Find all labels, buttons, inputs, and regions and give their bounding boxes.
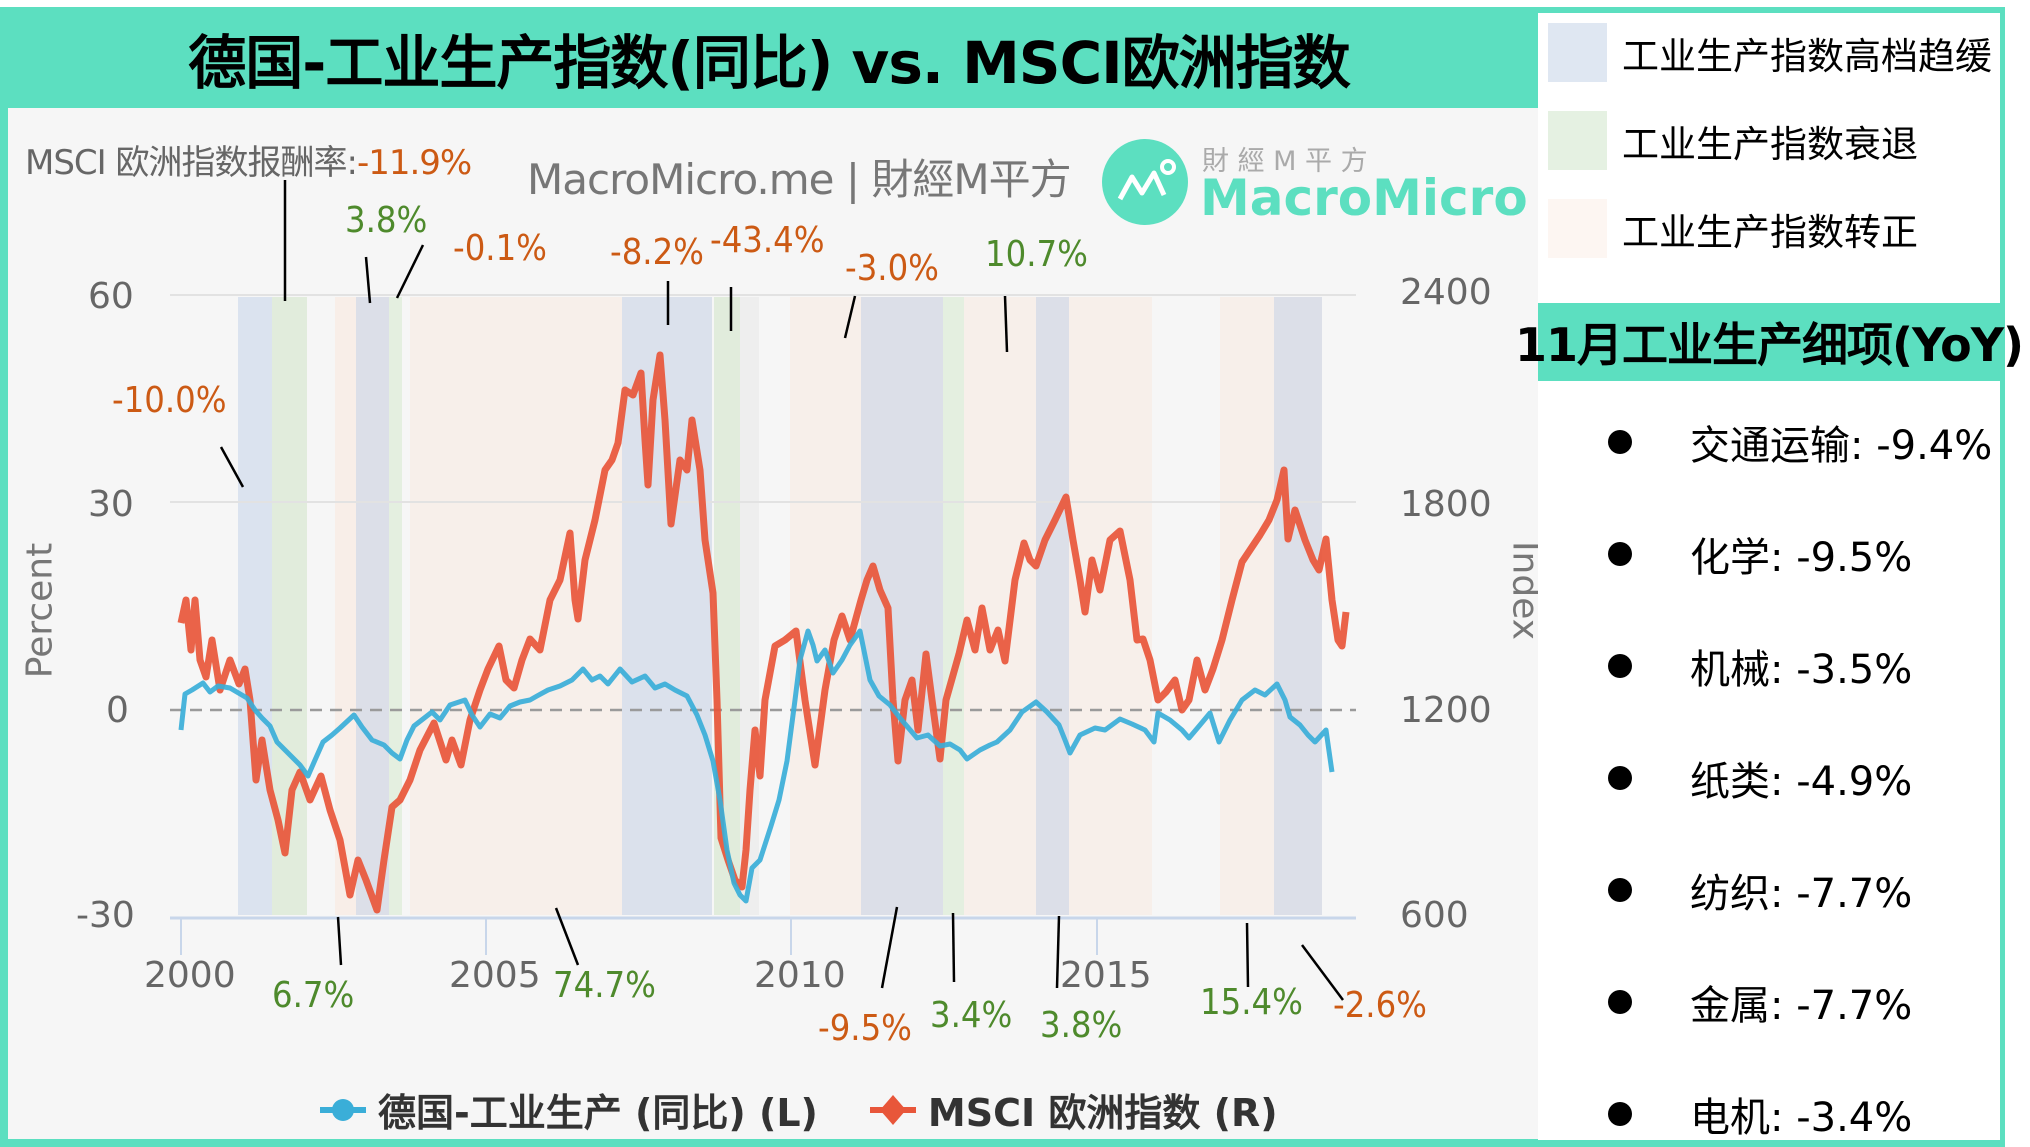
band-swatch <box>1548 199 1607 258</box>
bullet-icon <box>1608 766 1632 790</box>
legend-marker-diamond-icon <box>869 1094 916 1125</box>
x-axis-ticks <box>180 918 1098 955</box>
detail-item-label: 化学: -9.5% <box>1690 535 1913 581</box>
annotation-label: 74.7% <box>553 965 656 1006</box>
detail-list-item: 金属: -7.7% <box>1608 973 1912 1031</box>
annotation-label: -3.0% <box>845 248 939 289</box>
band-legend-item-recession: 工业生产指数衰退 <box>1548 111 1918 170</box>
detail-list-item: 纸类: -4.9% <box>1608 749 1912 807</box>
band-legend-item-turning-positive: 工业生产指数转正 <box>1548 199 1918 258</box>
detail-list-item: 电机: -3.4% <box>1608 1085 1912 1143</box>
bullet-icon <box>1608 878 1632 902</box>
detail-list-item: 化学: -9.5% <box>1608 525 1912 583</box>
legend-item-ip[interactable]: 德国-工业生产 (同比) (L) <box>318 1082 818 1137</box>
bullet-icon <box>1608 430 1632 454</box>
legend-marker-circle-icon <box>320 1098 366 1121</box>
logo-cn: 財 經 M 平 方 <box>1202 146 1368 177</box>
band-swatch <box>1548 111 1607 170</box>
detail-list-item: 纺织: -7.7% <box>1608 861 1912 919</box>
logo-en: MacroMicro <box>1200 169 1528 227</box>
x-tick: 2000 <box>144 955 236 996</box>
annotation-label: 3.8% <box>1040 1005 1123 1046</box>
band-swatch <box>1548 23 1607 82</box>
detail-item-label: 金属: -7.7% <box>1690 983 1913 1029</box>
detail-item-label: 机械: -3.5% <box>1690 647 1913 693</box>
annotation-label: -0.1% <box>453 228 547 269</box>
y-right-tick: 2400 <box>1400 272 1492 313</box>
band-legend-item-slowdown: 工业生产指数高档趋缓 <box>1548 23 1992 82</box>
logo-circle-icon <box>1102 139 1188 225</box>
y-left-tick: 0 <box>106 690 129 731</box>
annotation-label: 3.8% <box>345 200 428 241</box>
annotation-label: 10.7% <box>985 234 1088 275</box>
y-left-tick: -30 <box>76 895 135 936</box>
gridlines <box>170 294 1356 503</box>
detail-list-item: 交通运输: -9.4% <box>1608 413 1992 471</box>
detail-item-label: 纺织: -7.7% <box>1690 871 1913 917</box>
y-left-tick: 30 <box>88 484 134 525</box>
detail-item-label: 电机: -3.4% <box>1690 1095 1913 1141</box>
bullet-icon <box>1608 1102 1632 1126</box>
y-right-tick: 1800 <box>1400 484 1492 525</box>
series-ip-yoy <box>178 628 1335 904</box>
detail-item-label: 交通运输: -9.4% <box>1690 423 1993 469</box>
chart-trend-icon <box>1117 159 1176 201</box>
detail-header-text: 11月工业生产细项(YoY) <box>1514 318 2024 372</box>
bullet-icon <box>1608 654 1632 678</box>
title-bar: 德国-工业生产指数(同比) vs. MSCI欧洲指数 <box>0 7 1538 108</box>
bullet-icon <box>1608 990 1632 1014</box>
annotation-label: -8.2% <box>610 232 704 273</box>
right-panel: 工业生产指数高档趋缓 工业生产指数衰退 工业生产指数转正 11月工业生产细项(Y… <box>1515 13 2024 1143</box>
x-tick: 2010 <box>754 955 846 996</box>
annotation-label: -10.0% <box>112 380 227 421</box>
x-tick: 2005 <box>449 955 541 996</box>
annotation-label: 6.7% <box>272 975 355 1016</box>
annotation-label: -9.5% <box>818 1008 912 1049</box>
legend-label-ip: 德国-工业生产 (同比) (L) <box>378 1091 818 1135</box>
y-left-tick: 60 <box>88 276 134 317</box>
return-label-value: -11.9% <box>356 143 472 183</box>
annotation-label: -2.6% <box>1333 985 1427 1026</box>
shaded-bands <box>238 297 1322 915</box>
y-right-tick: 1200 <box>1400 690 1492 731</box>
annotation-label: 15.4% <box>1200 982 1303 1023</box>
detail-item-label: 纸类: -4.9% <box>1690 759 1913 805</box>
y-right-tick: 600 <box>1400 895 1469 936</box>
bullet-icon <box>1608 542 1632 566</box>
detail-list-item: 机械: -3.5% <box>1608 637 1912 695</box>
chart-legend: 德国-工业生产 (同比) (L) MSCI 欧洲指数 (R) <box>318 1082 1278 1137</box>
return-label-prefix: MSCI 欧洲指数报酬率: <box>25 143 358 183</box>
band-legend-label: 工业生产指数高档趋缓 <box>1622 34 1992 78</box>
watermark-text: MacroMicro.me | 財經M平方 <box>527 155 1072 204</box>
annotation-label: 3.4% <box>930 995 1013 1036</box>
legend-item-msci[interactable]: MSCI 欧洲指数 (R) <box>868 1082 1278 1137</box>
legend-label-msci: MSCI 欧洲指数 (R) <box>927 1091 1278 1135</box>
page-title: 德国-工业生产指数(同比) vs. MSCI欧洲指数 <box>188 28 1350 97</box>
y-left-label: Percent <box>19 542 61 679</box>
annotation-label: -43.4% <box>710 220 825 261</box>
detail-header: 11月工业生产细项(YoY) <box>1515 303 2024 381</box>
return-label: MSCI 欧洲指数报酬率:-11.9% <box>25 135 472 184</box>
annotation-lines <box>219 180 1345 1001</box>
band-legend-label: 工业生产指数转正 <box>1622 210 1918 254</box>
x-tick: 2015 <box>1060 955 1152 996</box>
band-legend-label: 工业生产指数衰退 <box>1622 122 1918 166</box>
series-msci-europe <box>177 351 1350 914</box>
